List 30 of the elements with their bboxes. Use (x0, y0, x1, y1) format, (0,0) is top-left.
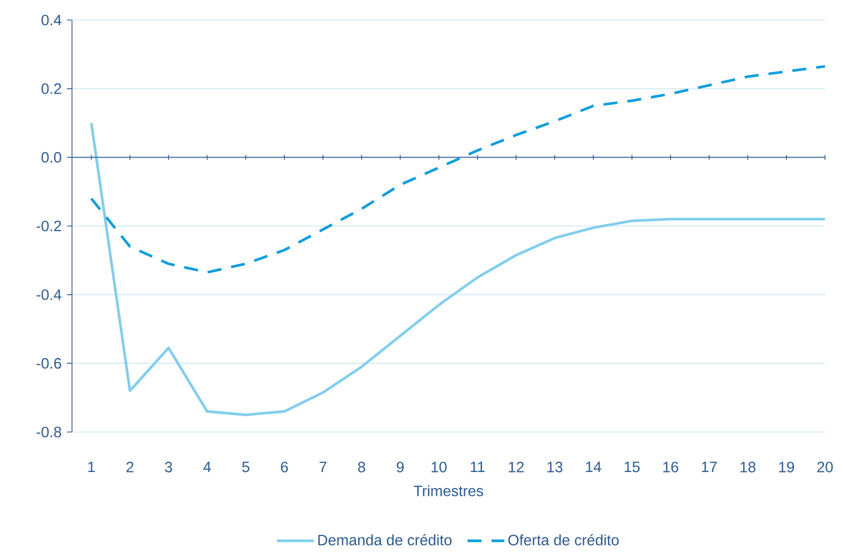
y-tick-label: -0.8 (36, 426, 62, 438)
x-tick-label: 17 (702, 462, 717, 472)
x-tick-label: 20 (817, 462, 833, 472)
x-tick-label: 7 (320, 462, 326, 472)
y-tick-label: 0.4 (42, 14, 62, 26)
x-tick-label: 18 (740, 462, 756, 472)
x-tick-label: 5 (242, 462, 250, 472)
y-tick-label: 0.2 (42, 83, 62, 94)
x-tick-label: 8 (358, 462, 366, 472)
x-tick-label: 11 (470, 462, 485, 472)
y-tick-label: -0.6 (36, 358, 62, 369)
legend-label: Oferta de crédito (508, 534, 619, 546)
x-tick-label: 16 (663, 462, 678, 472)
y-tick-label: -0.2 (36, 220, 62, 232)
x-tick-label: 1 (88, 462, 95, 472)
x-tick-label: 19 (779, 462, 794, 472)
x-tick-label: 4 (203, 462, 211, 472)
x-tick-label: 2 (126, 462, 134, 472)
x-tick-label: 9 (396, 462, 404, 472)
x-tick-label: 12 (508, 462, 524, 472)
x-tick-label: 13 (547, 462, 562, 472)
y-tick-label: 0.0 (42, 152, 62, 163)
x-tick-label: 14 (586, 462, 602, 472)
legend-label: Demanda de crédito (318, 534, 452, 546)
x-axis-title: Trimestres (414, 485, 484, 496)
y-tick-label: -0.4 (36, 289, 62, 300)
x-tick-label: 6 (280, 462, 288, 472)
x-tick-label: 3 (164, 462, 172, 472)
x-tick-label: 10 (432, 462, 447, 472)
x-tick-label: 15 (624, 462, 640, 472)
